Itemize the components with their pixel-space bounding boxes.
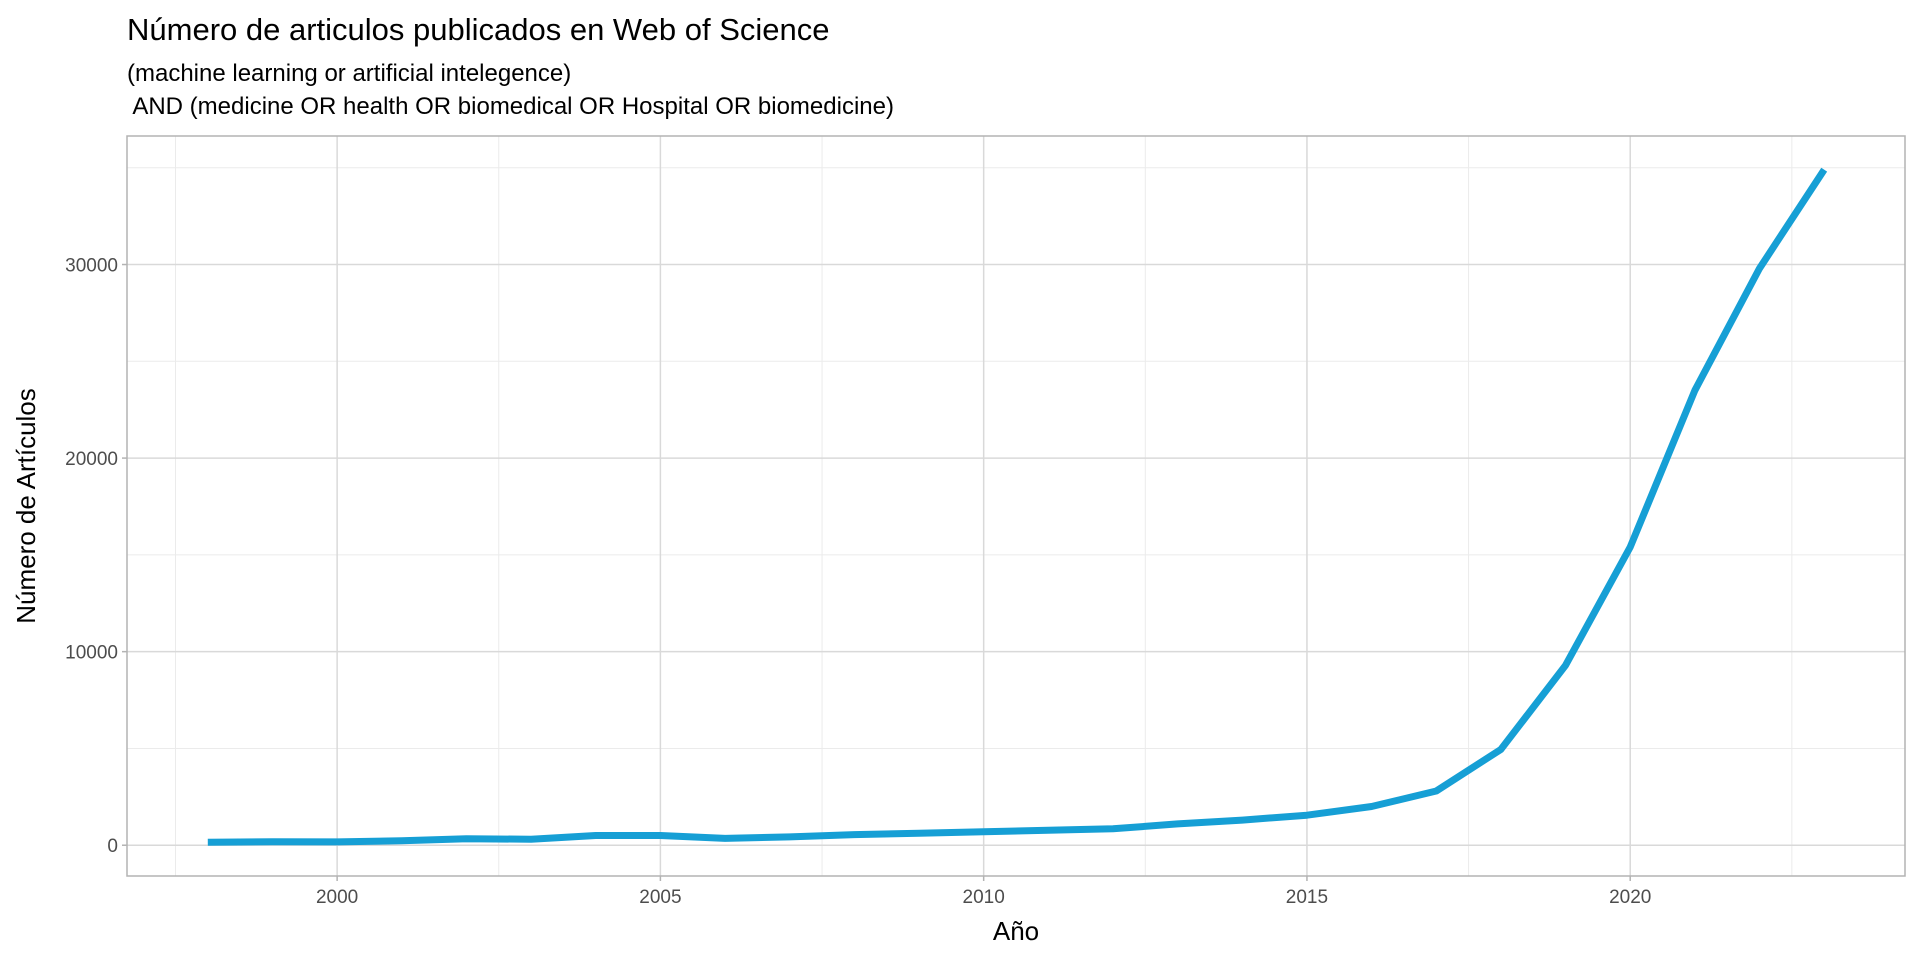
x-axis: 2000 2005 2010 2015 2020 xyxy=(316,876,1651,908)
chart-title: Número de articulos publicados en Web of… xyxy=(127,12,829,47)
y-axis: 0 10000 20000 30000 xyxy=(65,256,127,857)
panel-border xyxy=(126,135,1906,877)
x-tick-label: 2020 xyxy=(1609,887,1651,908)
x-tick-label: 2015 xyxy=(1286,887,1328,908)
x-axis-title: Año xyxy=(993,916,1039,946)
y-tick-label: 30000 xyxy=(65,256,118,277)
x-tick-label: 2010 xyxy=(963,887,1005,908)
series-layer xyxy=(207,167,1828,846)
y-tick-label: 20000 xyxy=(65,449,118,470)
chart-subtitle-line-2: AND (medicine OR health OR biomedical OR… xyxy=(127,93,894,120)
series-line xyxy=(207,167,1828,846)
y-tick-label: 10000 xyxy=(65,643,118,664)
y-axis-title: Número de Artículos xyxy=(11,388,41,624)
grid xyxy=(127,136,1905,876)
x-tick-label: 2005 xyxy=(639,887,681,908)
chart-subtitle-line-1: (machine learning or artificial intelege… xyxy=(127,60,571,87)
y-tick-label: 0 xyxy=(107,836,118,857)
x-tick-label: 2000 xyxy=(316,887,358,908)
